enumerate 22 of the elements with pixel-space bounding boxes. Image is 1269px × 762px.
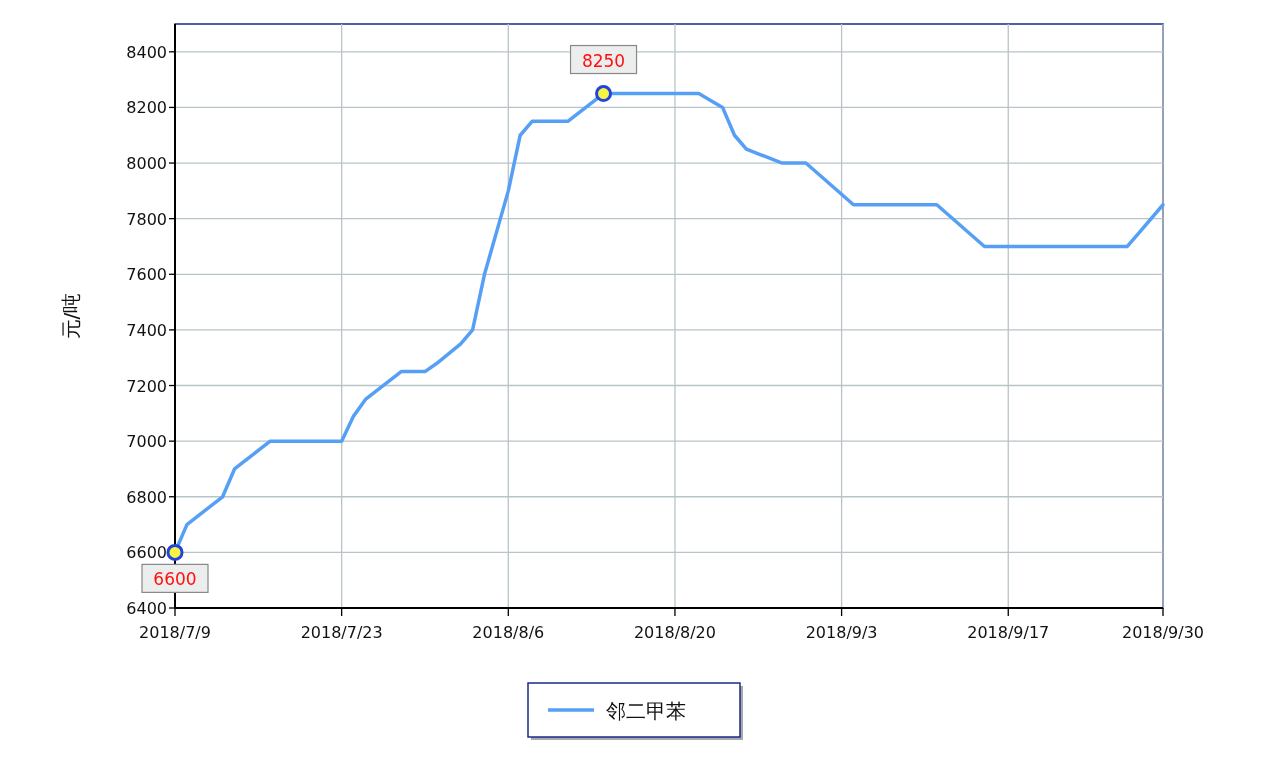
- y-tick-label: 6800: [126, 487, 167, 507]
- x-tick-label: 2018/9/3: [805, 623, 878, 642]
- y-tick-label: 7000: [126, 432, 167, 452]
- y-tick-label: 8200: [126, 98, 167, 118]
- x-tick-label: 2018/9/30: [1121, 623, 1205, 642]
- y-axis-title: 元/吨: [59, 292, 83, 340]
- y-tick-label: 7800: [126, 209, 167, 229]
- y-tick-label: 6400: [126, 599, 167, 618]
- y-tick-label: 7400: [126, 320, 167, 340]
- y-tick-label: 6600: [126, 543, 167, 563]
- y-tick-label: 8000: [126, 154, 167, 174]
- annotation: 6600: [153, 569, 197, 590]
- y-tick-label: 8400: [126, 42, 167, 62]
- x-tick-label: 2018/7/23: [300, 623, 383, 642]
- annotation: 8250: [581, 50, 626, 71]
- legend-label: 邻二甲苯: [606, 699, 686, 723]
- x-tick-label: 2018/9/17: [967, 623, 1050, 642]
- x-tick-label: 2018/7/9: [139, 623, 211, 642]
- x-tick-label: 2018/8/6: [472, 623, 545, 642]
- y-tick-label: 7200: [126, 376, 167, 396]
- y-tick-label: 7600: [126, 265, 167, 285]
- x-tick-label: 2018/8/20: [633, 623, 716, 642]
